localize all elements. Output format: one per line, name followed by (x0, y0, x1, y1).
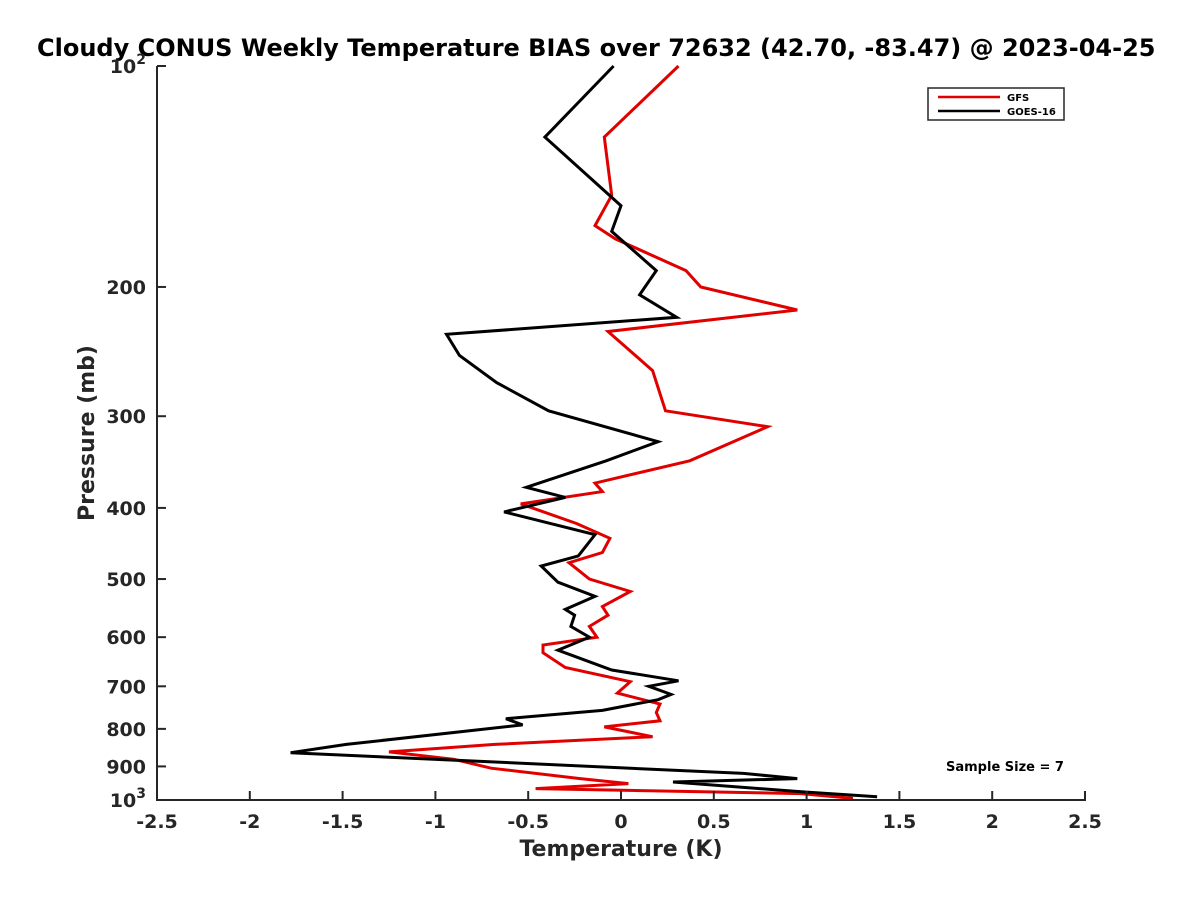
series-layer (290, 64, 878, 800)
legend-entries: GFS GOES-16 (938, 93, 1056, 118)
chart-title: Cloudy CONUS Weekly Temperature BIAS ove… (37, 34, 1155, 62)
y-tick-exponent: 2 (136, 52, 146, 68)
legend-label-goes-16: GOES-16 (1007, 107, 1056, 118)
x-tick-label: 0.5 (697, 811, 731, 833)
series-line-gfs (388, 64, 854, 800)
y-tick-label: 200 (106, 277, 146, 299)
legend-box (927, 87, 1065, 121)
x-tick-label: 2.5 (1068, 811, 1102, 833)
x-tick-label: -2 (239, 811, 260, 833)
x-axis-label: Temperature (K) (519, 837, 722, 862)
y-tick-label: 102 (110, 52, 146, 78)
y-tick-base: 10 (110, 56, 136, 78)
legend-label-gfs: GFS (1007, 93, 1029, 104)
x-tick-label: 0 (614, 811, 627, 833)
y-tick-label: 300 (106, 406, 146, 428)
x-tick-label: 1.5 (883, 811, 917, 833)
y-tick-label: 600 (106, 627, 146, 649)
x-tick-label: -2.5 (136, 811, 178, 833)
plot-area: -2.5 -2 -1.5 -1 -0.5 0 0.5 1 1.5 2 2.5 10220030040… (106, 52, 1102, 833)
x-tick-label: 2 (986, 811, 999, 833)
y-axis-label: Pressure (mb) (75, 345, 100, 521)
sample-size-annotation: Sample Size = 7 (946, 760, 1064, 775)
x-tick-label: -1 (425, 811, 446, 833)
y-tick-label: 800 (106, 719, 146, 741)
y-tick-base: 10 (110, 790, 136, 812)
y-tick-label: 500 (106, 569, 146, 591)
y-tick-exponent: 3 (136, 786, 146, 802)
x-tick-label: -0.5 (507, 811, 549, 833)
x-tick-label: -1.5 (322, 811, 364, 833)
y-tick-label: 400 (106, 498, 146, 520)
x-tick-label: 1 (800, 811, 813, 833)
y-tick-label: 900 (106, 756, 146, 778)
y-tick-label: 700 (106, 676, 146, 698)
y-tick-label: 103 (110, 786, 146, 812)
legend: GFS GOES-16 (927, 87, 1065, 121)
series-line-goes-16 (290, 64, 878, 799)
x-axis-ticks: -2.5 -2 -1.5 -1 -0.5 0 0.5 1 1.5 2 2.5 (136, 791, 1102, 833)
